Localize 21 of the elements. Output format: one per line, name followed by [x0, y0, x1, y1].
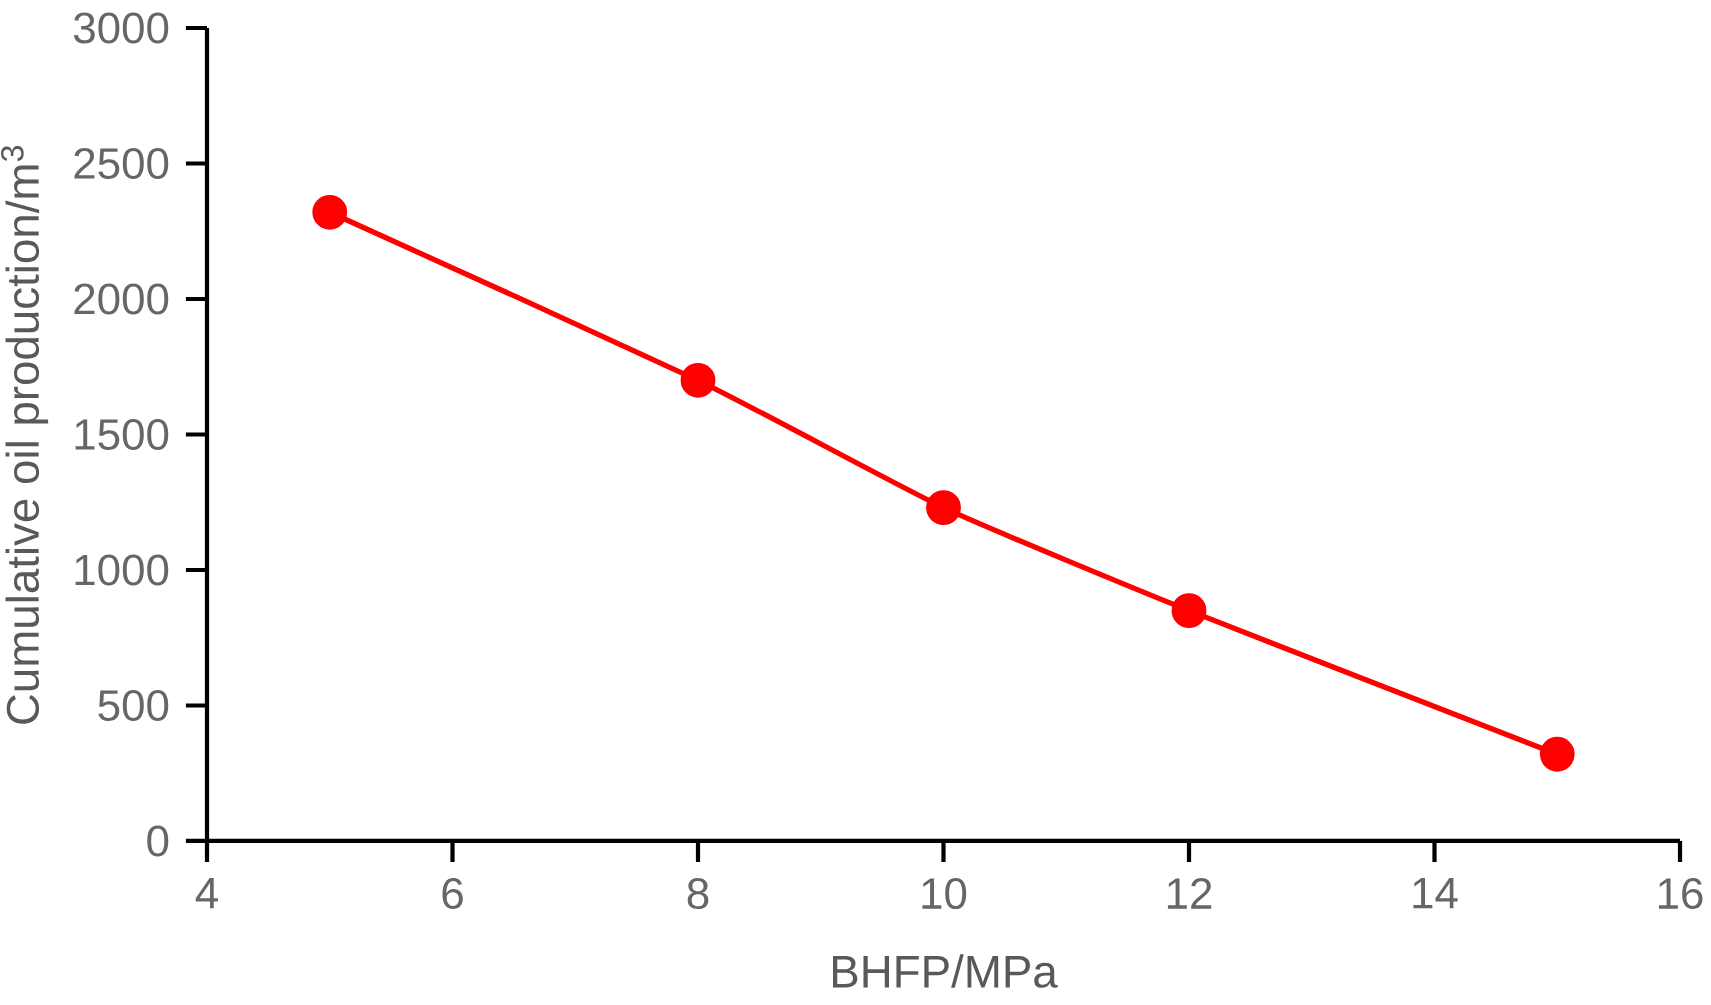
point — [680, 362, 716, 398]
y-tick-label: 2500 — [74, 147, 169, 180]
point — [1171, 593, 1207, 629]
y-tick-label: 1500 — [75, 418, 169, 451]
x-axis-title: BHFP/MPa — [833, 954, 1058, 988]
y-tick-label: 3000 — [73, 12, 169, 44]
y-tick-label: 500 — [98, 689, 169, 722]
x-tick-label: 10 — [922, 878, 967, 910]
y-tick-label: 1000 — [75, 554, 169, 586]
x-tick-label: 16 — [1658, 878, 1703, 910]
y-axis-title: Cumulative oil production/m$^{3}$ — [1, 146, 49, 724]
y-tick-label: 0 — [147, 825, 169, 857]
x-tick-label: 8 — [687, 878, 709, 910]
x-tick-label: 6 — [442, 878, 463, 910]
x-tick-label: 12 — [1167, 878, 1212, 909]
y-tick-label: 2000 — [74, 283, 169, 315]
x-tick-label: 14 — [1413, 878, 1458, 909]
point — [926, 490, 961, 526]
point — [312, 194, 348, 230]
x-tick-label: 4 — [195, 878, 218, 909]
point — [1539, 736, 1575, 772]
